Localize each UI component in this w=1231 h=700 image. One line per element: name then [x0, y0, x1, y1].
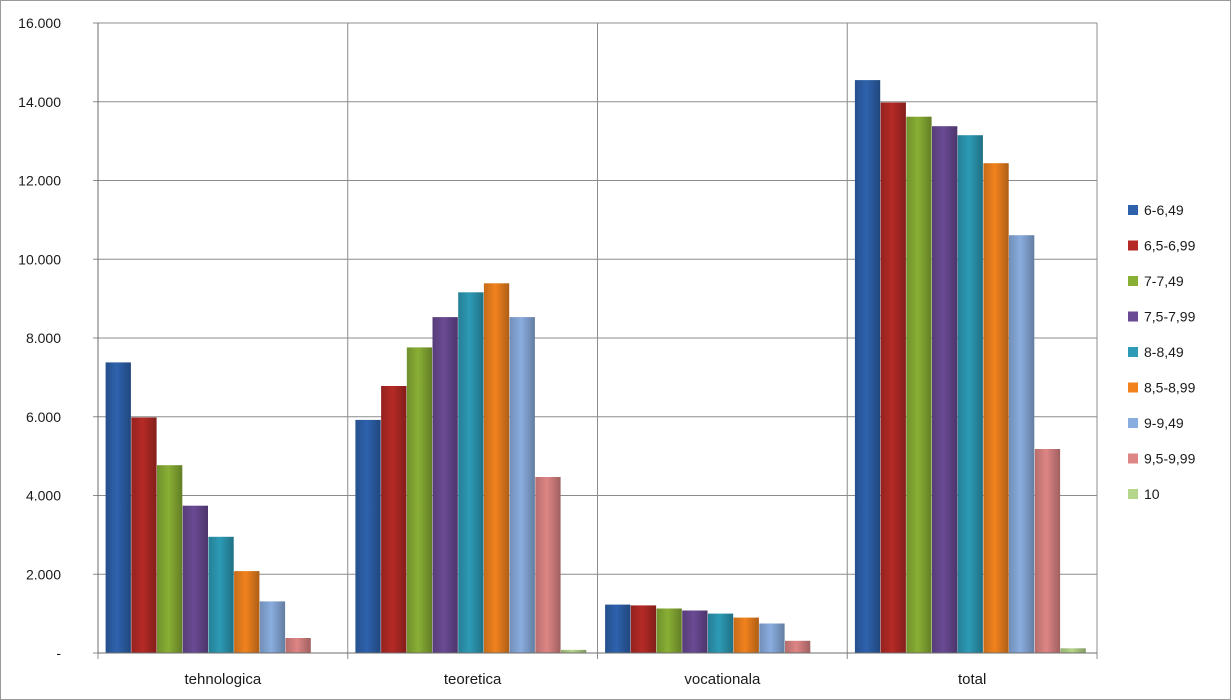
legend-swatch [1128, 205, 1138, 215]
legend-label: 7-7,49 [1144, 273, 1184, 289]
bar-tehnologica-6-6,49 [105, 362, 131, 653]
bar-vocationala-8-8,49 [707, 613, 734, 653]
legend-label: 7,5-7,99 [1144, 309, 1196, 325]
bar-vocationala-6-6,49 [605, 604, 631, 653]
bar-total-7-7,49 [906, 116, 932, 653]
bar-teoretica-9,5-9,99 [535, 477, 561, 653]
y-tick-label: 10.000 [18, 251, 61, 267]
bar-tehnologica-7-7,49 [157, 465, 183, 653]
x-category-label: tehnologica [185, 671, 262, 688]
x-category-label: teoretica [444, 671, 502, 688]
bar-teoretica-8-8,49 [458, 292, 484, 653]
y-tick-label: 16.000 [18, 15, 61, 31]
y-tick-label: - [56, 645, 61, 661]
bar-total-8,5-8,99 [983, 163, 1009, 653]
bar-teoretica-6,5-6,99 [381, 386, 407, 653]
bar-teoretica-9-9,49 [509, 317, 535, 653]
legend-label: 6-6,49 [1144, 202, 1184, 218]
gridlines [93, 22, 1098, 659]
legend-label: 8,5-8,99 [1144, 380, 1196, 396]
bar-teoretica-8,5-8,99 [483, 283, 510, 653]
bar-teoretica-7,5-7,99 [432, 317, 458, 653]
legend-swatch [1128, 418, 1138, 428]
y-tick-label: 2.000 [26, 566, 61, 582]
axes: - 2.000 4.000 6.000 8.000 10.000 12.000 14.000 1… [18, 15, 1097, 688]
bar-tehnologica-9,5-9,99 [285, 638, 311, 653]
bar-vocationala-7-7,49 [656, 608, 682, 653]
bar-teoretica-10 [561, 649, 587, 653]
bar-total-7,5-7,99 [932, 126, 958, 653]
bar-total-6-6,49 [854, 80, 881, 654]
bars [105, 80, 1086, 654]
x-category-label: total [958, 671, 986, 688]
bar-teoretica-7-7,49 [406, 347, 433, 653]
legend-swatch [1128, 382, 1138, 393]
bar-vocationala-6,5-6,99 [630, 605, 657, 653]
bar-total-8-8,49 [957, 135, 983, 653]
y-tick-label: 12.000 [18, 173, 61, 189]
legend-swatch [1128, 276, 1138, 286]
legend-swatch [1128, 311, 1138, 322]
legend-label: 9,5-9,99 [1144, 451, 1196, 467]
legend-label: 9-9,49 [1144, 415, 1184, 431]
bar-tehnologica-8,5-8,99 [234, 571, 260, 653]
bar-tehnologica-8-8,49 [208, 536, 234, 653]
legend-swatch [1128, 347, 1138, 357]
bar-tehnologica-7,5-7,99 [182, 505, 208, 653]
bar-total-10 [1060, 648, 1086, 653]
bar-total-6,5-6,99 [880, 102, 906, 653]
legend-label: 10 [1144, 486, 1160, 502]
bar-tehnologica-9-9,49 [259, 601, 286, 653]
y-tick-label: 4.000 [26, 488, 61, 504]
bar-vocationala-7,5-7,99 [682, 610, 708, 653]
bar-vocationala-9,5-9,99 [785, 640, 811, 653]
legend-swatch [1128, 453, 1138, 464]
bar-vocationala-8,5-8,99 [733, 617, 759, 653]
legend-label: 6,5-6,99 [1144, 238, 1196, 254]
bar-total-9,5-9,99 [1034, 449, 1061, 653]
legend-label: 8-8,49 [1144, 344, 1184, 360]
y-tick-label: 6.000 [26, 409, 61, 425]
y-tick-label: 14.000 [18, 94, 61, 110]
legend-swatch [1128, 240, 1138, 251]
bar-tehnologica-6,5-6,99 [131, 417, 157, 653]
bar-total-9-9,49 [1009, 235, 1035, 653]
y-tick-label: 8.000 [26, 330, 61, 346]
legend-swatch [1128, 489, 1138, 499]
bar-teoretica-6-6,49 [355, 419, 381, 653]
legend: 6-6,49 6,5-6,99 7-7,49 7,5-7,99 8-8,49 8,5-8,… [1128, 202, 1196, 502]
bar-vocationala-9-9,49 [759, 623, 785, 653]
x-category-label: vocationala [684, 671, 761, 688]
